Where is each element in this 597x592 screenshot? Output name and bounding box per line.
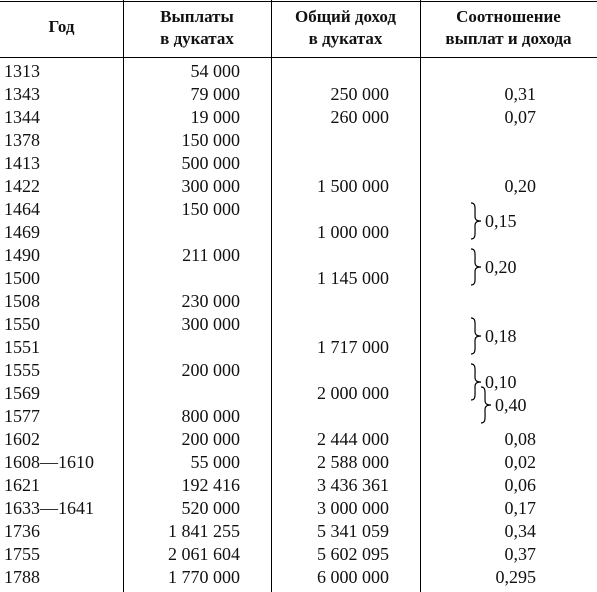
header-ratio: Соотношение выплат и дохода: [420, 6, 597, 50]
cell-income: 3 436 361: [317, 475, 389, 495]
cell-income: 3 000 000: [317, 498, 389, 518]
cell-year: 1555: [4, 360, 40, 380]
column-divider-3: [420, 0, 421, 592]
cell-payments: 230 000: [181, 291, 241, 311]
cell-ratio: 0,17: [504, 498, 537, 518]
cell-payments: 211 000: [182, 245, 240, 265]
cell-payments: 1 841 255: [168, 521, 240, 541]
cell-year: 1378: [4, 130, 40, 150]
cell-income: 250 000: [330, 84, 390, 104]
cell-year: 1551: [4, 337, 40, 357]
cell-payments: 79 000: [190, 84, 241, 104]
cell-year: 1755: [4, 544, 40, 564]
cell-income: 1 145 000: [317, 268, 389, 288]
bracket-ratio: 0,10: [485, 371, 517, 392]
cell-income: 2 444 000: [317, 429, 389, 449]
bracket-ratio: 0,18: [485, 325, 517, 346]
cell-payments: 19 000: [190, 107, 241, 127]
cell-payments: 300 000: [181, 176, 241, 196]
cell-payments: 54 000: [190, 61, 241, 81]
curly-brace-icon: [469, 248, 483, 286]
bracket-ratio: 0,20: [485, 256, 517, 277]
header-year-label: Год: [48, 17, 75, 36]
curly-brace-icon: [469, 202, 483, 240]
cell-income: 1 000 000: [317, 222, 389, 242]
cell-payments: 200 000: [181, 360, 241, 380]
cell-ratio: 0,31: [504, 84, 537, 104]
cell-ratio: 0,37: [504, 544, 537, 564]
header-ratio-line1: Соотношение: [456, 7, 561, 26]
column-divider-2: [271, 0, 272, 592]
header-payments-line1: Выплаты: [160, 7, 234, 26]
cell-year: 1508: [4, 291, 40, 311]
cell-payments: 2 061 604: [168, 544, 240, 564]
cell-year: 1422: [4, 176, 40, 196]
cell-ratio: 0,08: [504, 429, 537, 449]
cell-ratio: 0,20: [504, 176, 537, 196]
cell-income: 6 000 000: [317, 567, 389, 587]
curly-brace-icon: [479, 386, 493, 424]
cell-payments: 192 416: [181, 475, 241, 495]
cell-income: 5 602 095: [317, 544, 389, 564]
cell-payments: 520 000: [181, 498, 241, 518]
header-payments-line2: в дукатах: [160, 29, 234, 48]
cell-year: 1343: [4, 84, 40, 104]
cell-year: 1413: [4, 153, 40, 173]
cell-income: 2 000 000: [317, 383, 389, 403]
curly-brace-icon: [469, 317, 483, 355]
header-ratio-line2: выплат и дохода: [445, 29, 572, 48]
cell-year: 1464: [4, 199, 40, 219]
cell-ratio: 0,295: [495, 567, 537, 587]
cell-year: 1633—1641: [4, 498, 94, 518]
cell-payments: 800 000: [181, 406, 241, 426]
cell-payments: 500 000: [181, 153, 241, 173]
table-header-rule: [0, 57, 597, 58]
cell-ratio: 0,07: [504, 107, 537, 127]
header-income-line2: в дукатах: [308, 29, 383, 48]
cell-year: 1621: [4, 475, 40, 495]
cell-year: 1788: [4, 567, 40, 587]
header-payments: Выплаты в дукатах: [123, 6, 271, 50]
cell-year: 1602: [4, 429, 40, 449]
cell-payments: 150 000: [181, 130, 241, 150]
cell-year: 1500: [4, 268, 40, 288]
curly-brace-icon: [469, 363, 483, 401]
cell-year: 1344: [4, 107, 40, 127]
cell-payments: 200 000: [181, 429, 241, 449]
cell-ratio: 0,02: [504, 452, 537, 472]
bracket-ratio: 0,15: [485, 210, 517, 231]
header-year: Год: [0, 16, 123, 38]
cell-payments: 150 000: [181, 199, 241, 219]
cell-payments: 55 000: [190, 452, 241, 472]
cell-ratio: 0,06: [504, 475, 537, 495]
bracket-ratio: 0,40: [495, 394, 527, 415]
cell-income: 1 717 000: [317, 337, 389, 357]
cell-year: 1313: [4, 61, 40, 81]
table-top-rule: [0, 1, 597, 2]
cell-ratio: 0,34: [504, 521, 537, 541]
cell-income: 1 500 000: [317, 176, 389, 196]
cell-year: 1469: [4, 222, 40, 242]
cell-year: 1490: [4, 245, 40, 265]
header-income-line1: Общий доход: [294, 7, 397, 26]
cell-year: 1577: [4, 406, 40, 426]
cell-income: 5 341 059: [317, 521, 389, 541]
cell-payments: 1 770 000: [168, 567, 240, 587]
header-income: Общий доход в дукатах: [271, 6, 420, 50]
cell-year: 1736: [4, 521, 40, 541]
cell-year: 1569: [4, 383, 40, 403]
column-divider-1: [123, 0, 124, 592]
cell-income: 260 000: [330, 107, 390, 127]
cell-year: 1608—1610: [4, 452, 94, 472]
cell-year: 1550: [4, 314, 40, 334]
cell-payments: 300 000: [181, 314, 241, 334]
cell-income: 2 588 000: [317, 452, 389, 472]
